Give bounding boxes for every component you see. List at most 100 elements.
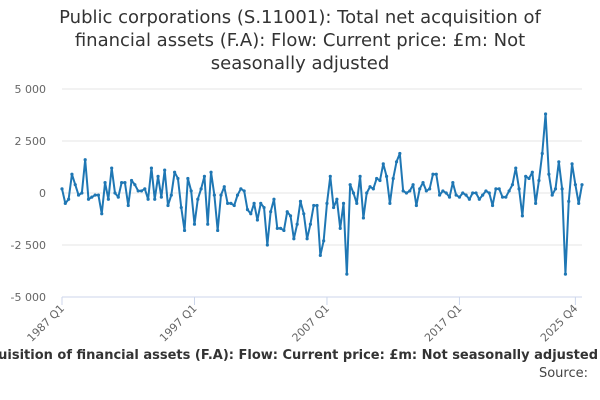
data-point[interactable]	[351, 191, 356, 195]
data-point[interactable]	[179, 205, 183, 210]
data-point[interactable]	[401, 189, 405, 193]
data-point[interactable]	[156, 174, 160, 178]
data-point[interactable]	[222, 185, 226, 189]
data-point[interactable]	[467, 197, 471, 201]
data-point[interactable]	[527, 176, 531, 181]
data-point[interactable]	[331, 205, 336, 210]
data-point[interactable]	[418, 187, 422, 191]
data-point[interactable]	[206, 222, 210, 226]
data-point[interactable]	[421, 181, 425, 185]
data-point[interactable]	[371, 187, 375, 191]
data-point[interactable]	[93, 193, 97, 197]
data-point[interactable]	[414, 203, 418, 208]
data-point[interactable]	[245, 208, 250, 212]
data-point[interactable]	[153, 197, 157, 201]
data-point[interactable]	[530, 170, 534, 174]
data-point[interactable]	[457, 195, 462, 199]
data-point[interactable]	[471, 191, 475, 195]
data-point[interactable]	[116, 195, 120, 199]
data-point[interactable]	[67, 197, 71, 201]
data-point[interactable]	[123, 181, 127, 185]
data-point[interactable]	[305, 237, 309, 241]
data-point[interactable]	[573, 183, 577, 187]
data-point[interactable]	[63, 201, 67, 205]
data-point[interactable]	[149, 166, 154, 170]
data-point[interactable]	[146, 197, 150, 201]
data-point[interactable]	[209, 170, 213, 174]
data-point[interactable]	[269, 210, 273, 214]
data-point[interactable]	[103, 181, 107, 185]
data-point[interactable]	[242, 189, 246, 193]
data-point[interactable]	[434, 172, 438, 176]
data-point[interactable]	[441, 189, 445, 193]
data-point[interactable]	[166, 203, 170, 208]
data-point[interactable]	[411, 183, 415, 187]
data-point[interactable]	[487, 191, 491, 195]
data-point[interactable]	[520, 214, 524, 218]
data-point[interactable]	[252, 201, 256, 205]
data-point[interactable]	[308, 222, 313, 226]
data-point[interactable]	[345, 272, 349, 276]
data-point[interactable]	[424, 189, 428, 193]
data-point[interactable]	[507, 189, 511, 193]
data-point[interactable]	[176, 176, 180, 181]
data-point[interactable]	[113, 191, 117, 195]
data-point[interactable]	[133, 183, 137, 187]
data-point[interactable]	[384, 174, 389, 178]
data-point[interactable]	[83, 158, 87, 162]
data-point[interactable]	[338, 226, 342, 230]
data-point[interactable]	[358, 174, 362, 178]
data-point[interactable]	[279, 226, 283, 230]
data-point[interactable]	[60, 187, 64, 191]
data-point[interactable]	[444, 191, 448, 195]
data-point[interactable]	[100, 212, 104, 216]
data-point[interactable]	[315, 203, 319, 208]
data-point[interactable]	[375, 176, 379, 181]
data-point[interactable]	[477, 197, 481, 201]
data-point[interactable]	[90, 195, 94, 199]
data-point[interactable]	[189, 189, 193, 193]
data-point[interactable]	[517, 187, 521, 191]
data-point[interactable]	[275, 226, 279, 230]
data-point[interactable]	[451, 181, 455, 185]
data-point[interactable]	[136, 189, 140, 193]
data-point[interactable]	[249, 212, 253, 216]
data-point[interactable]	[550, 193, 554, 197]
data-point[interactable]	[232, 203, 236, 208]
data-point[interactable]	[461, 191, 465, 195]
data-point[interactable]	[484, 189, 488, 193]
data-point[interactable]	[202, 174, 207, 178]
data-point[interactable]	[312, 203, 316, 208]
data-point[interactable]	[318, 253, 322, 257]
data-point[interactable]	[292, 237, 296, 241]
data-point[interactable]	[139, 189, 144, 193]
data-point[interactable]	[437, 193, 442, 197]
data-point[interactable]	[398, 151, 402, 156]
data-point[interactable]	[368, 185, 372, 189]
data-point[interactable]	[577, 201, 581, 205]
data-point[interactable]	[394, 160, 399, 164]
data-point[interactable]	[328, 174, 332, 178]
data-point[interactable]	[285, 210, 289, 214]
data-point[interactable]	[361, 216, 365, 220]
data-point[interactable]	[282, 228, 286, 233]
data-point[interactable]	[76, 193, 81, 197]
data-point[interactable]	[534, 201, 538, 205]
data-point[interactable]	[143, 187, 147, 191]
data-point[interactable]	[262, 205, 266, 210]
data-point[interactable]	[86, 197, 91, 201]
data-point[interactable]	[563, 272, 568, 276]
data-point[interactable]	[173, 170, 177, 174]
data-point[interactable]	[524, 174, 528, 178]
data-point[interactable]	[497, 187, 501, 191]
data-point[interactable]	[265, 243, 269, 247]
data-point[interactable]	[540, 151, 544, 156]
data-point[interactable]	[259, 201, 263, 205]
data-point[interactable]	[229, 201, 233, 205]
data-point[interactable]	[348, 183, 352, 187]
data-point[interactable]	[70, 172, 74, 176]
data-point[interactable]	[196, 197, 200, 201]
data-point[interactable]	[391, 176, 395, 181]
data-point[interactable]	[431, 172, 435, 176]
data-point[interactable]	[73, 183, 77, 187]
